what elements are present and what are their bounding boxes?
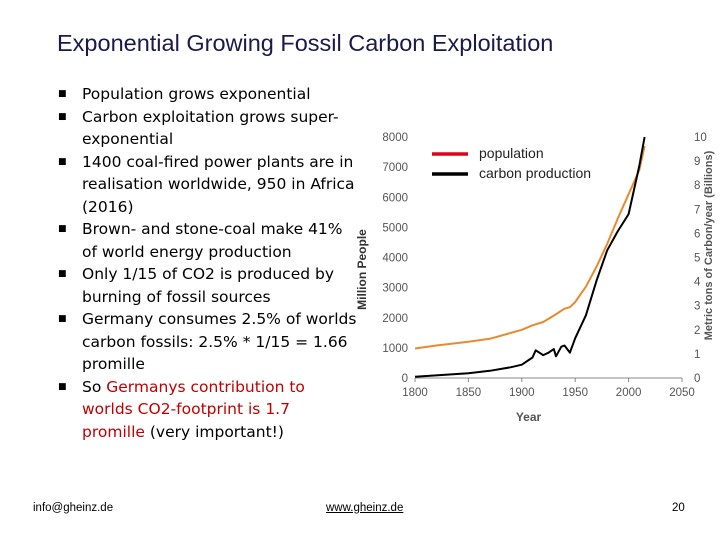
carbon-production-line [414,136,646,378]
y-right-tick-label: 8 [694,180,700,192]
y-right-tick-label: 0 [694,373,700,385]
x-tick-label: 2000 [616,387,642,399]
bullet-item: ■ Only 1/15 of CO2 is produced by burnin… [57,263,357,308]
population-carbon-chart: 0 1000 2000 3000 4000 5000 6000 7000 8000 0 1 2 3 4 5 6… [355,132,715,424]
bullet-text: 1400 coal-fired power plants are in real… [82,152,355,216]
bullet-text-pre: So [82,377,107,396]
y-right-tick-label: 10 [694,132,707,144]
bullet-item: ■ So Germanys contribution to worlds CO2… [57,376,357,444]
y-right-tick-label: 4 [694,277,701,289]
bullet-text: Only 1/15 of CO2 is produced by burning … [82,265,335,306]
y-right-tick-label: 3 [694,301,700,313]
bullet-text: Brown- and stone-coal make 41% of world … [82,220,343,261]
x-tick-label: 1900 [509,387,535,399]
y-left-tick-label: 2000 [382,313,408,325]
bullet-square-icon: ■ [58,314,67,324]
bullet-text: Germany consumes 2.5% of worlds carbon f… [82,310,357,373]
legend-label: carbon production [479,165,591,181]
bullet-square-icon: ■ [58,224,67,234]
y-left-axis-title: Million People [355,229,369,310]
y-left-tick-label: 4000 [382,253,408,265]
bullet-square-icon: ■ [58,89,67,99]
y-right-tick-label: 7 [694,204,700,216]
x-axis-title: Year [516,410,542,424]
y-right-tick-label: 2 [694,325,700,337]
bullet-square-icon: ■ [58,269,67,279]
y-left-tick-label: 7000 [382,162,408,174]
bullet-item: ■ Germany consumes 2.5% of worlds carbon… [57,308,357,376]
bullet-text: Population grows exponential [82,85,311,103]
bullet-item: ■ Carbon exploitation grows super-expone… [57,106,357,151]
y-right-tick-label: 9 [694,156,700,168]
y-right-tick-label: 6 [694,228,700,240]
footer-website-link[interactable]: www.gheinz.de [326,502,404,514]
bullet-item: ■ Brown- and stone-coal make 41% of worl… [57,218,357,263]
y-left-tick-label: 3000 [382,283,408,295]
bullet-square-icon: ■ [58,381,67,392]
y-left-tick-label: 8000 [382,132,408,144]
bullet-text: Carbon exploitation grows super-exponent… [82,107,339,149]
x-tick-label: 1800 [402,387,428,399]
slide-title: Exponential Growing Fossil Carbon Exploi… [57,30,554,56]
legend-label: population [479,145,544,161]
y-left-tick-label: 5000 [382,222,408,234]
x-tick-label: 1850 [456,387,482,399]
bullet-text-post: (very important!) [144,422,284,441]
y-left-tick-label: 0 [402,373,408,385]
bullet-text-highlight: Germanys contribution to worlds CO2-foot… [82,377,305,441]
x-tick-label: 2050 [669,387,695,399]
bullet-square-icon: ■ [58,156,67,167]
y-right-tick-label: 5 [694,253,700,265]
y-right-tick-label: 1 [694,349,700,361]
population-line [414,145,646,350]
y-right-axis-title: Metric tons of Carbon/year (Billions) [703,150,715,340]
page-number: 20 [672,502,685,514]
bullet-list: ■ Population grows exponential ■ Carbon … [57,83,357,443]
y-left-tick-label: 1000 [382,343,408,355]
bullet-item: ■ 1400 coal-fired power plants are in re… [57,151,357,219]
footer-email[interactable]: info@gheinz.de [33,502,114,514]
y-left-tick-label: 6000 [382,192,408,204]
bullet-square-icon: ■ [58,111,67,122]
bullet-item: ■ Population grows exponential [57,83,357,106]
x-tick-label: 1950 [562,387,588,399]
